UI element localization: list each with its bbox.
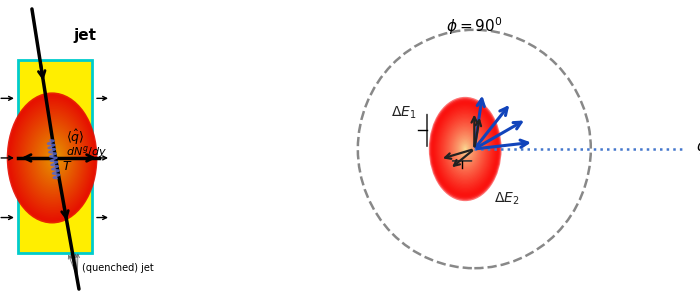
Ellipse shape [441, 114, 490, 184]
Ellipse shape [31, 125, 76, 191]
Ellipse shape [32, 127, 76, 189]
Ellipse shape [437, 108, 494, 190]
Ellipse shape [10, 97, 94, 219]
Ellipse shape [46, 145, 64, 171]
Ellipse shape [53, 155, 57, 161]
Ellipse shape [7, 92, 97, 224]
Ellipse shape [430, 100, 500, 198]
Ellipse shape [429, 97, 502, 201]
Ellipse shape [36, 132, 72, 184]
Text: (quenched) jet: (quenched) jet [83, 263, 154, 273]
Ellipse shape [458, 139, 472, 159]
Text: $\Delta E_1$: $\Delta E_1$ [391, 105, 416, 122]
Ellipse shape [461, 144, 469, 154]
Ellipse shape [30, 123, 78, 193]
Ellipse shape [34, 128, 74, 187]
Ellipse shape [449, 127, 481, 171]
Ellipse shape [8, 94, 97, 222]
Ellipse shape [52, 153, 59, 163]
Ellipse shape [442, 117, 488, 181]
Ellipse shape [446, 122, 484, 176]
Ellipse shape [461, 142, 470, 156]
Ellipse shape [27, 120, 80, 196]
Ellipse shape [452, 129, 479, 169]
Text: $\Delta E_2$: $\Delta E_2$ [494, 191, 520, 207]
Ellipse shape [24, 115, 83, 201]
Ellipse shape [445, 120, 485, 178]
Ellipse shape [26, 119, 80, 197]
Text: $T$: $T$ [62, 160, 72, 173]
Ellipse shape [439, 111, 491, 187]
Ellipse shape [13, 101, 92, 215]
Text: $\phi = 90^0$: $\phi = 90^0$ [446, 15, 503, 37]
Text: jet: jet [74, 28, 97, 43]
Ellipse shape [447, 123, 484, 175]
Ellipse shape [43, 142, 66, 174]
Ellipse shape [463, 146, 467, 152]
Ellipse shape [431, 101, 499, 197]
Ellipse shape [29, 122, 78, 194]
Ellipse shape [45, 143, 65, 173]
Ellipse shape [434, 105, 496, 193]
Ellipse shape [442, 115, 489, 183]
Ellipse shape [430, 98, 500, 200]
Ellipse shape [22, 114, 84, 202]
Ellipse shape [38, 135, 70, 181]
Ellipse shape [18, 107, 88, 209]
Ellipse shape [49, 150, 61, 166]
Ellipse shape [457, 137, 473, 161]
Text: $dN^g/dy$: $dN^g/dy$ [66, 144, 106, 160]
Ellipse shape [444, 119, 486, 179]
Ellipse shape [15, 104, 90, 212]
Ellipse shape [9, 96, 95, 220]
Text: $\phi = 0^0$: $\phi = 0^0$ [696, 135, 700, 157]
Ellipse shape [48, 148, 62, 168]
Ellipse shape [35, 130, 74, 186]
Ellipse shape [463, 145, 468, 153]
Ellipse shape [54, 156, 57, 160]
Ellipse shape [454, 132, 477, 166]
Ellipse shape [20, 110, 86, 206]
Ellipse shape [443, 118, 487, 180]
Ellipse shape [14, 102, 91, 214]
Ellipse shape [37, 134, 71, 182]
Ellipse shape [12, 99, 93, 217]
Ellipse shape [448, 124, 482, 174]
Ellipse shape [449, 125, 482, 173]
Ellipse shape [435, 106, 496, 192]
Ellipse shape [459, 140, 472, 158]
Ellipse shape [41, 138, 68, 178]
Text: $\langle\hat{q}\rangle$: $\langle\hat{q}\rangle$ [66, 128, 84, 147]
Ellipse shape [17, 105, 89, 210]
Ellipse shape [464, 148, 466, 150]
Ellipse shape [42, 140, 67, 176]
Ellipse shape [452, 131, 478, 167]
Ellipse shape [47, 146, 63, 169]
Ellipse shape [451, 128, 480, 170]
Ellipse shape [25, 117, 82, 199]
Ellipse shape [460, 141, 470, 157]
Ellipse shape [19, 109, 87, 207]
Ellipse shape [454, 134, 476, 164]
Bar [18, 60, 92, 253]
Ellipse shape [456, 136, 475, 162]
Ellipse shape [21, 112, 85, 204]
Ellipse shape [433, 103, 497, 195]
Ellipse shape [436, 107, 494, 191]
Ellipse shape [40, 136, 69, 179]
Ellipse shape [50, 151, 60, 164]
Ellipse shape [438, 110, 493, 188]
Ellipse shape [440, 113, 491, 185]
Ellipse shape [455, 135, 475, 163]
Ellipse shape [433, 102, 498, 196]
